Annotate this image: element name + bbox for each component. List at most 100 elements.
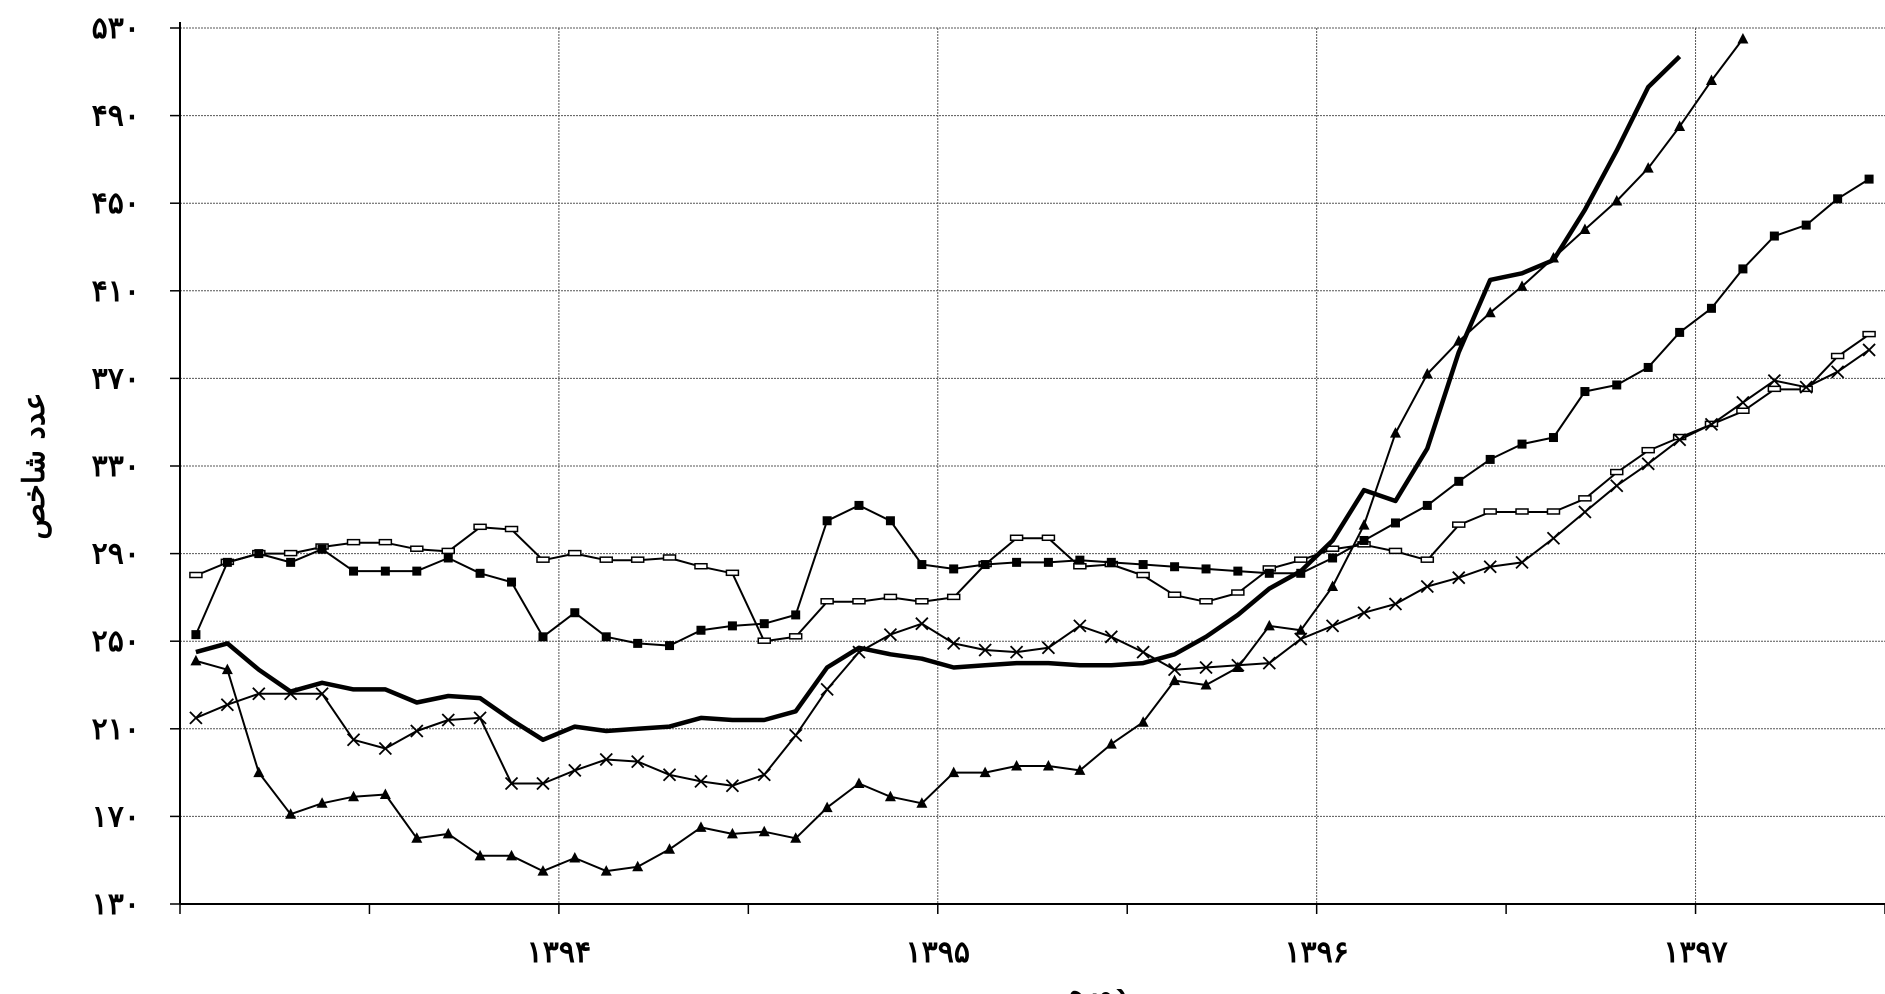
data-point-square xyxy=(980,560,990,570)
data-point-dash xyxy=(1388,547,1403,555)
data-point-triangle xyxy=(632,860,644,872)
data-point-triangle xyxy=(600,865,612,876)
data-point-square xyxy=(1675,327,1685,337)
data-point-square xyxy=(665,641,675,651)
data-point-x xyxy=(1294,632,1308,646)
data-point-dash xyxy=(1231,589,1245,596)
y-tick-label: ۲۵۰ xyxy=(92,624,140,659)
data-point-square xyxy=(1390,518,1400,528)
data-point-triangle xyxy=(379,788,391,799)
data-point-dash xyxy=(630,556,645,563)
data-point-x xyxy=(346,733,361,747)
data-point-x xyxy=(1610,479,1624,493)
data-point-dash xyxy=(946,593,961,601)
data-point-dash xyxy=(504,525,519,533)
data-point-square xyxy=(1422,500,1432,510)
data-point-x xyxy=(1831,365,1845,379)
data-point-x xyxy=(1073,619,1087,633)
data-point-square xyxy=(1106,557,1116,567)
data-point-triangle xyxy=(1611,195,1623,206)
data-point-square xyxy=(1706,303,1716,313)
data-point-triangle xyxy=(1327,580,1339,591)
data-point-dash xyxy=(852,598,866,605)
data-point-triangle xyxy=(695,821,707,832)
data-point-x xyxy=(536,776,550,791)
axes xyxy=(170,22,1885,914)
data-point-triangle xyxy=(1358,519,1370,530)
data-point-x xyxy=(252,687,266,701)
data-point-dash xyxy=(1546,508,1561,515)
data-point-x xyxy=(189,711,203,725)
data-point-triangle xyxy=(853,777,865,789)
data-point-x xyxy=(220,698,234,712)
data-point-dash xyxy=(1009,534,1024,542)
data-point-x xyxy=(1452,571,1466,585)
data-point-x xyxy=(1799,380,1813,394)
data-point-x xyxy=(1704,417,1719,432)
data-point-square xyxy=(1769,231,1779,241)
data-point-triangle xyxy=(506,849,518,861)
series-line xyxy=(195,38,1744,873)
data-point-square xyxy=(191,630,201,640)
data-point-square xyxy=(412,566,422,576)
data-point-square xyxy=(1012,557,1022,567)
data-point-triangle xyxy=(1105,738,1117,749)
data-point-triangle xyxy=(1263,619,1275,631)
data-point-triangle xyxy=(1169,674,1181,686)
series-line xyxy=(194,178,1870,647)
labels: ۱۳۰ ۱۷۰ ۲۱۰ ۲۵۰ ۲۹۰ ۳۳۰ ۳۷۰ ۴۱۰ ۴۵۰ ۴۹۰ ۵۳۰ ۱۳۹۴ ۱۳۹… xyxy=(17,11,1729,994)
data-point-square xyxy=(349,566,359,576)
data-point-x xyxy=(1515,555,1529,569)
data-point-triangle xyxy=(569,852,581,863)
data-point-dash xyxy=(1041,534,1056,542)
data-point-square xyxy=(1580,387,1590,397)
data-point-square xyxy=(286,557,296,567)
data-point-square xyxy=(885,516,895,526)
data-point-triangle xyxy=(979,766,991,778)
data-point-x xyxy=(1483,560,1497,574)
data-point-square xyxy=(1264,568,1274,578)
data-point-square xyxy=(633,638,643,648)
data-point-triangle xyxy=(916,797,928,808)
data-point-triangle xyxy=(790,832,802,843)
data-point-triangle xyxy=(1389,427,1401,438)
data-point-x xyxy=(1767,373,1781,388)
x-tick-label: ۱۳۹۴ xyxy=(527,935,591,970)
data-point-square xyxy=(1075,555,1085,565)
data-point-square xyxy=(317,544,327,554)
series-4 xyxy=(195,54,1682,743)
data-point-dash xyxy=(1767,385,1782,393)
data-point-triangle xyxy=(1516,280,1528,291)
data-point-triangle xyxy=(253,766,265,778)
data-point-dash xyxy=(820,598,834,605)
data-point-x xyxy=(1104,630,1118,644)
data-point-x xyxy=(915,617,929,631)
data-point-triangle xyxy=(1547,251,1559,263)
data-point-triangle xyxy=(221,663,233,675)
data-point-square xyxy=(1801,220,1811,230)
data-point-dash xyxy=(1609,468,1624,476)
y-tick-label: ۳۳۰ xyxy=(92,449,140,484)
data-point-x xyxy=(978,643,992,657)
data-point-x xyxy=(410,724,424,738)
data-point-x xyxy=(1136,645,1150,659)
data-point-x xyxy=(315,687,329,701)
y-tick-label: ۳۷۰ xyxy=(92,361,140,396)
data-point-square xyxy=(1043,557,1053,567)
data-point-x xyxy=(725,779,740,793)
data-point-x xyxy=(1009,645,1024,659)
data-point-x xyxy=(1862,343,1876,357)
data-point-triangle xyxy=(664,843,676,854)
data-point-x xyxy=(947,636,961,651)
data-point-square xyxy=(1485,454,1495,464)
data-point-triangle xyxy=(316,797,328,808)
series-2 xyxy=(191,174,1874,651)
data-point-triangle xyxy=(1642,162,1654,173)
data-point-square xyxy=(601,632,611,642)
data-point-square xyxy=(475,568,485,578)
x-tick-label: ۱۳۹۶ xyxy=(1284,935,1348,970)
data-point-square xyxy=(1517,439,1527,449)
grid xyxy=(179,27,1885,904)
data-point-dash xyxy=(694,562,708,570)
data-point-square xyxy=(759,619,769,629)
